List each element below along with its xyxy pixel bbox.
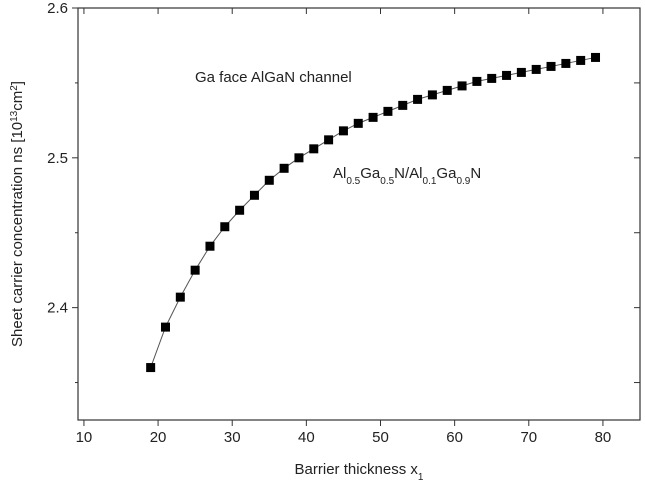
- x-axis-label: Barrier thickness x1: [295, 461, 424, 483]
- data-point: [502, 70, 512, 80]
- data-point: [324, 135, 334, 145]
- y-tick-label: 2.4: [47, 300, 68, 317]
- annotation-part: Ga face AlGaN channel: [195, 69, 352, 86]
- annotation-part: Al: [333, 165, 346, 182]
- data-point: [591, 52, 601, 62]
- data-point: [413, 94, 423, 104]
- data-point: [442, 85, 452, 95]
- y-axis-label-part: 13: [9, 110, 20, 122]
- x-axis-label-part: Barrier thickness x: [295, 461, 419, 478]
- annotation-part: N/Al: [394, 165, 422, 182]
- data-point: [160, 322, 170, 332]
- data-point: [249, 190, 259, 200]
- x-tick-label: 80: [595, 429, 612, 446]
- annotation: Ga face AlGaN channel: [195, 69, 352, 86]
- annotation-part: 0.9: [456, 176, 470, 187]
- data-point: [205, 241, 215, 251]
- plot-frame: [77, 7, 641, 421]
- x-axis-label-part: 1: [418, 472, 424, 483]
- x-tick-label: 10: [76, 429, 93, 446]
- data-point: [235, 205, 245, 215]
- y-axis-label-part: 2: [9, 85, 20, 91]
- data-point: [353, 118, 363, 128]
- annotation-part: 0.5: [380, 176, 394, 187]
- data-point: [279, 163, 289, 173]
- data-point: [472, 76, 482, 86]
- x-tick-label: 60: [446, 429, 463, 446]
- data-point: [338, 126, 348, 136]
- data-point: [175, 292, 185, 302]
- x-tick-label: 50: [372, 429, 389, 446]
- annotation: Al0.5Ga0.5N/Al0.1Ga0.9N: [333, 165, 481, 187]
- annotation-part: Ga: [360, 165, 381, 182]
- data-point: [309, 144, 319, 154]
- y-tick-label: 2.5: [47, 150, 68, 167]
- y-tick-label: 2.6: [47, 0, 68, 17]
- data-point: [561, 58, 571, 68]
- annotation-part: Ga: [436, 165, 457, 182]
- data-point: [531, 64, 541, 74]
- data-point: [576, 55, 586, 65]
- x-tick-label: 40: [298, 429, 315, 446]
- data-point: [368, 112, 378, 122]
- data-point: [546, 61, 556, 71]
- data-point: [146, 363, 156, 373]
- data-point: [427, 90, 437, 100]
- data-point: [457, 81, 467, 91]
- y-axis-label-part: ]: [9, 81, 26, 85]
- annotation-part: 0.1: [423, 176, 437, 187]
- x-tick-label: 70: [520, 429, 537, 446]
- data-point: [383, 106, 393, 116]
- x-tick-label: 20: [150, 429, 167, 446]
- y-axis-label-part: Sheet carrier concentration ns [10: [9, 122, 26, 347]
- data-point: [220, 222, 230, 232]
- x-tick-label: 30: [224, 429, 241, 446]
- data-point: [264, 175, 274, 185]
- data-point: [294, 153, 304, 163]
- data-point: [398, 100, 408, 110]
- y-axis-label-part: cm: [9, 91, 26, 111]
- y-axis-label: Sheet carrier concentration ns [1013cm2]: [9, 81, 27, 347]
- data-point: [487, 73, 497, 83]
- series-line: [150, 56, 596, 368]
- data-point: [190, 265, 200, 275]
- annotation-part: 0.5: [346, 176, 360, 187]
- data-point: [516, 67, 526, 77]
- annotation-part: N: [470, 165, 481, 182]
